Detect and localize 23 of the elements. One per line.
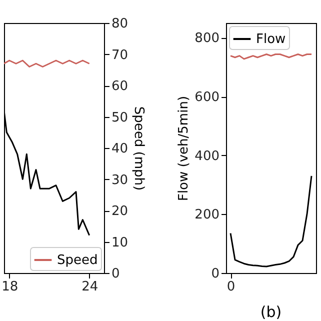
y2-tick-label: 70 [112,48,128,63]
line-series [230,175,312,268]
legend-label: Flow [256,32,286,47]
y-axis-title: Flow (veh/5min) [176,96,192,202]
y2-tick-label: 30 [112,172,128,188]
y2-tick-label: 50 [112,110,128,126]
y2-tick-label: 20 [112,204,128,219]
y2-tick-label: 40 [112,142,128,156]
x-tick-label: 18 [2,280,18,294]
y-tick-label: 0 [211,266,220,282]
y-tick-label: 600 [194,90,220,106]
y-tick-label: 400 [194,148,220,164]
legend-label: Speed [57,253,98,268]
text: (b) [260,303,282,321]
y-tick-label: 200 [194,208,220,223]
y2-tick-label: 60 [112,79,128,94]
y2-axis-title: Speed (mph) [131,106,146,191]
y2-tick-label: 0 [112,266,120,282]
y2-tick-label: 10 [112,235,128,250]
x-tick-label: 0 [226,280,236,294]
x-tick-label: 24 [82,280,98,294]
y2-tick-label: 80 [112,16,128,32]
y-tick-label: 800 [194,31,220,46]
